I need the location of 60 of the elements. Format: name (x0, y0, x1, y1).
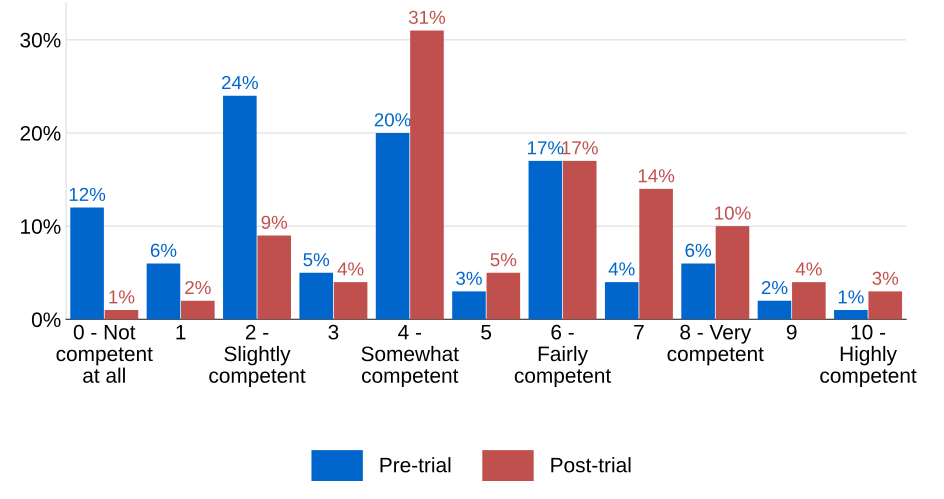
data-label: 4% (796, 262, 822, 276)
x-tick-label: 4 - Somewhat competent (362, 324, 459, 388)
bar (486, 272, 520, 320)
bar (334, 282, 368, 320)
data-label: 12% (70, 188, 106, 201)
bar (299, 272, 334, 320)
data-label: 31% (408, 10, 446, 24)
data-label: 2% (185, 280, 211, 294)
bar (223, 96, 257, 320)
data-label: 24% (222, 76, 258, 90)
bar (376, 132, 410, 320)
data-label: 17% (528, 141, 564, 154)
data-label: 5% (303, 253, 330, 266)
data-label: 5% (490, 253, 516, 266)
x-tick-label: 3 (328, 324, 338, 340)
data-label: 1% (109, 290, 134, 304)
x-tick-label: 9 (786, 324, 796, 340)
bar (868, 291, 902, 320)
data-label: 1% (838, 290, 864, 304)
bar (146, 263, 180, 320)
data-label: 6% (686, 244, 711, 257)
data-label: 3% (456, 272, 482, 285)
data-label: 14% (638, 169, 674, 182)
bar (528, 160, 562, 320)
data-label: 3% (872, 272, 898, 285)
data-label: 17% (562, 141, 598, 154)
data-label: 10% (715, 206, 751, 220)
bar (604, 282, 639, 320)
bar (181, 300, 215, 320)
y-tick-label: 30% (20, 32, 60, 48)
x-tick-label: 2 - Slightly competent (209, 324, 306, 388)
x-tick-label: 5 (481, 324, 492, 340)
legend-label: Post-trial (551, 457, 630, 472)
bar (834, 310, 868, 320)
bar (758, 300, 792, 320)
data-label: 9% (262, 216, 288, 229)
bar (681, 263, 715, 320)
x-tick-label: 7 (634, 324, 644, 340)
x-tick-label: 1 (176, 324, 186, 340)
data-label: 6% (150, 244, 176, 257)
bar (639, 188, 673, 320)
x-tick-label: 10 - Highly competent (820, 324, 917, 388)
y-tick-label: 10% (21, 219, 60, 234)
bar (792, 282, 826, 320)
bar (257, 235, 292, 320)
data-label: 20% (374, 113, 411, 126)
data-label: 2% (762, 280, 788, 294)
bar (410, 30, 444, 320)
bar (70, 208, 104, 320)
y-tick-label: 20% (20, 126, 60, 141)
legend-label: Pre-trial (380, 457, 450, 472)
data-label: 4% (337, 262, 364, 276)
x-tick-label: 6 - Fairly competent (514, 324, 612, 388)
x-tick-label: 8 - Very competent (668, 324, 764, 366)
bar (562, 160, 597, 320)
data-label: 4% (608, 262, 635, 276)
bar (452, 291, 486, 320)
bar (104, 310, 138, 320)
y-tick-label: 0% (32, 312, 60, 328)
bar (716, 226, 750, 320)
